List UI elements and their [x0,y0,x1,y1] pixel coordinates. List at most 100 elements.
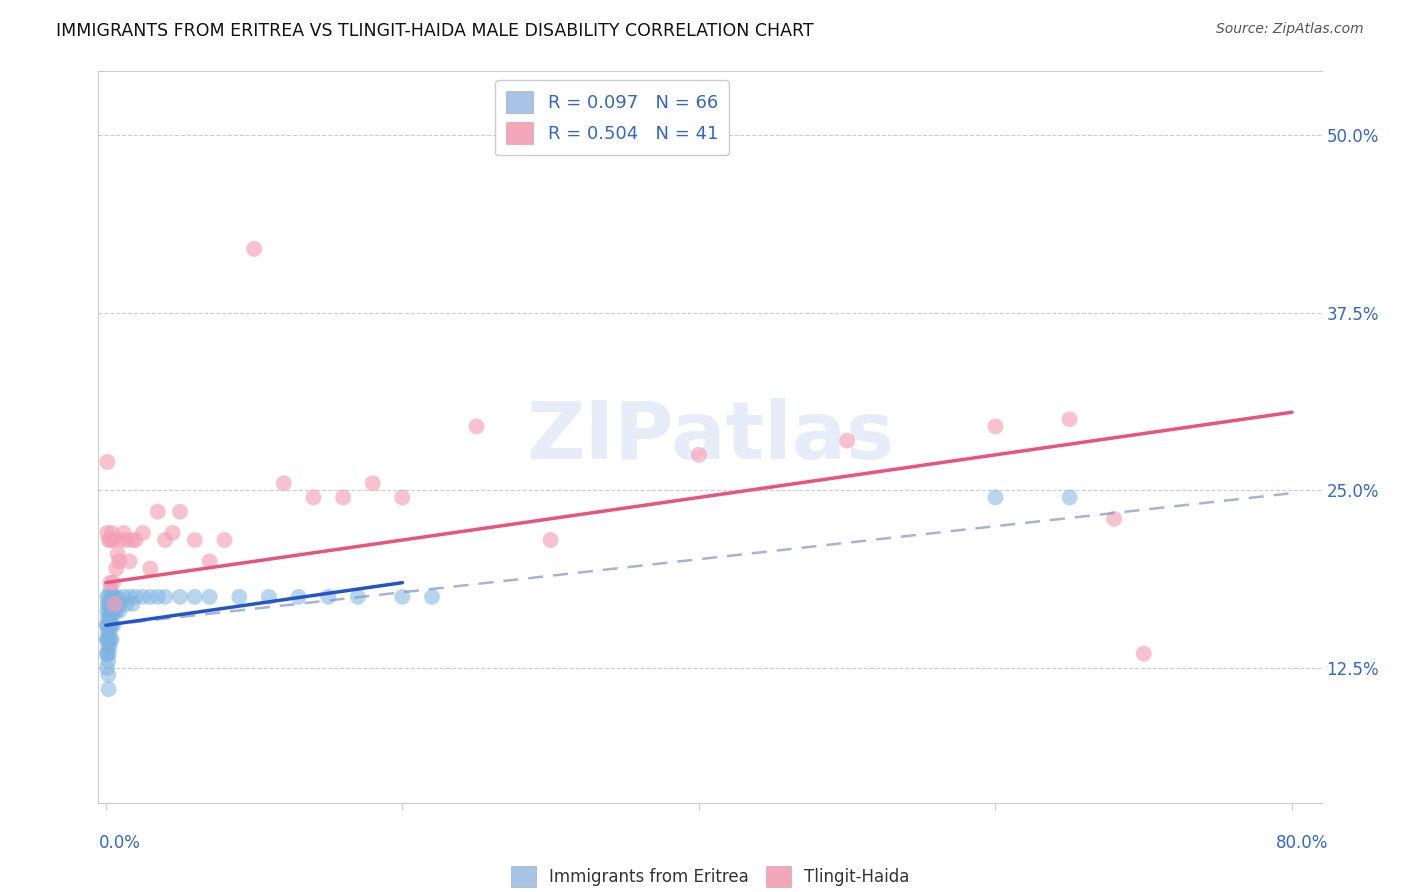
Point [391,491,413,505]
Point [243,242,266,256]
Point [1059,491,1081,505]
Point [98,582,121,597]
Point [97,625,120,640]
Point [97,611,120,625]
Point [214,533,236,547]
Point [100,590,122,604]
Point [112,590,135,604]
Point [118,590,141,604]
Text: 80.0%: 80.0% [1277,834,1329,852]
Point [124,533,146,547]
Point [96,455,118,469]
Point [103,590,125,604]
Point [97,632,120,647]
Point [1132,647,1154,661]
Point [162,525,184,540]
Point [115,533,138,547]
Point [96,647,118,661]
Point [97,533,120,547]
Point [837,434,859,448]
Point [96,590,118,604]
Point [465,419,488,434]
Point [103,533,125,547]
Point [100,632,122,647]
Point [273,476,295,491]
Point [124,590,146,604]
Point [169,590,191,604]
Point [96,632,118,647]
Point [98,597,121,611]
Point [110,597,132,611]
Point [121,597,143,611]
Point [153,533,176,547]
Point [98,597,121,611]
Point [97,682,120,697]
Point [118,554,141,568]
Point [97,668,120,682]
Point [103,618,125,632]
Point [115,597,138,611]
Point [97,590,120,604]
Point [97,654,120,668]
Legend: Immigrants from Eritrea, Tlingit-Haida: Immigrants from Eritrea, Tlingit-Haida [505,860,915,892]
Point [347,590,370,604]
Point [96,618,118,632]
Point [287,590,309,604]
Point [98,575,121,590]
Point [184,533,207,547]
Point [98,611,121,625]
Point [688,448,710,462]
Point [110,533,132,547]
Point [391,590,413,604]
Point [169,505,191,519]
Point [139,561,162,575]
Point [1059,412,1081,426]
Point [100,604,122,618]
Point [97,640,120,654]
Point [98,533,121,547]
Point [132,525,155,540]
Point [198,554,221,568]
Point [105,604,128,618]
Point [257,590,280,604]
Point [100,618,122,632]
Point [146,590,169,604]
Point [153,590,176,604]
Point [98,640,121,654]
Point [316,590,339,604]
Point [540,533,562,547]
Point [1102,512,1125,526]
Point [332,491,354,505]
Text: IMMIGRANTS FROM ERITREA VS TLINGIT-HAIDA MALE DISABILITY CORRELATION CHART: IMMIGRANTS FROM ERITREA VS TLINGIT-HAIDA… [56,22,814,40]
Point [96,661,118,675]
Point [228,590,250,604]
Point [302,491,325,505]
Point [100,525,122,540]
Point [97,618,120,632]
Point [104,604,127,618]
Point [198,590,221,604]
Point [98,625,121,640]
Point [108,604,131,618]
Point [96,618,118,632]
Point [107,597,129,611]
Point [100,604,122,618]
Point [96,632,118,647]
Text: 0.0%: 0.0% [98,834,141,852]
Point [139,590,162,604]
Point [132,590,155,604]
Point [103,604,125,618]
Point [420,590,443,604]
Point [96,647,118,661]
Point [108,554,131,568]
Point [107,547,129,561]
Point [984,419,1007,434]
Point [104,597,127,611]
Point [97,647,120,661]
Point [96,525,118,540]
Text: Source: ZipAtlas.com: Source: ZipAtlas.com [1216,22,1364,37]
Point [103,575,125,590]
Point [112,525,135,540]
Point [98,611,121,625]
Point [184,590,207,604]
